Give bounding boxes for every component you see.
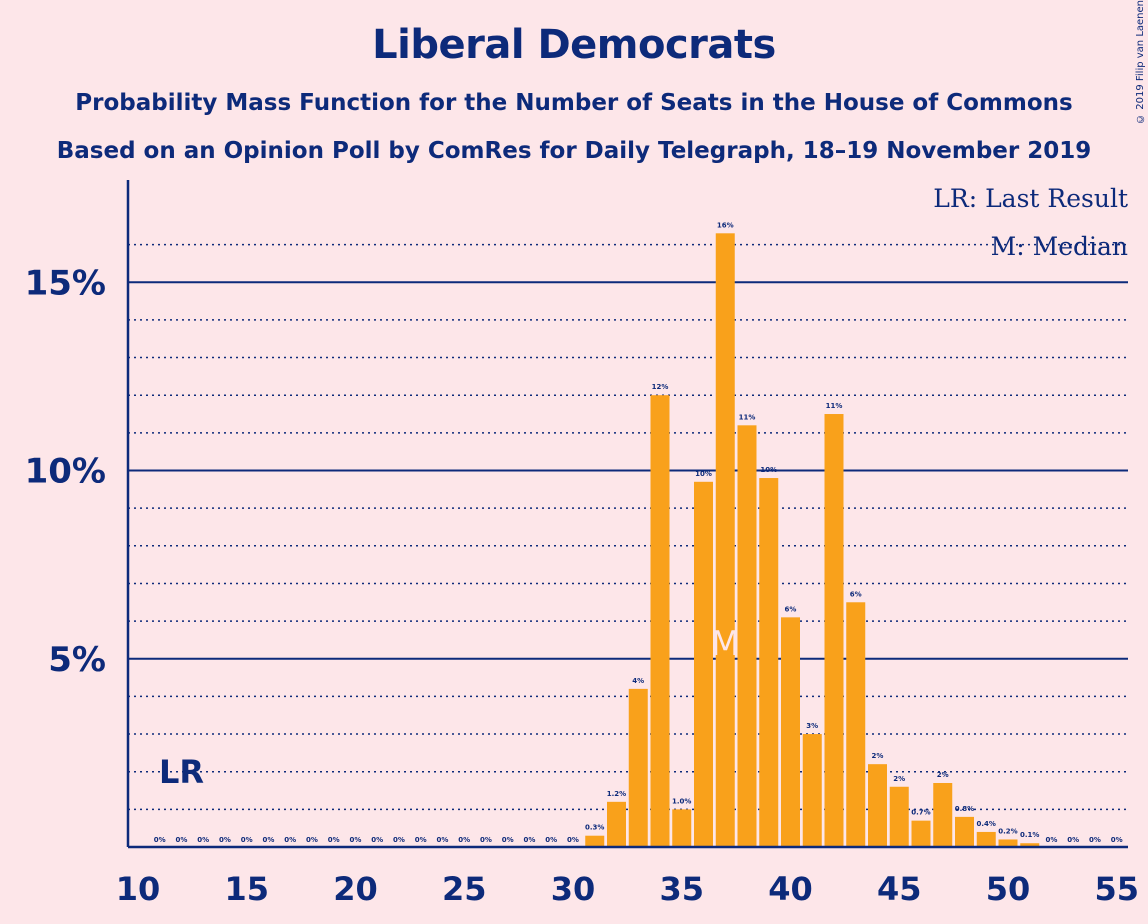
- x-tick-label: 10: [116, 870, 161, 908]
- bar-value-label: 2%: [893, 775, 905, 783]
- bar-value-label: 0%: [1089, 836, 1101, 844]
- bar-seat-35: [672, 809, 692, 847]
- bar-seat-33: [628, 688, 648, 847]
- bar-value-label: 0.2%: [998, 827, 1017, 835]
- bar-seat-40: [781, 617, 800, 847]
- bar-value-label: 0.1%: [1020, 831, 1039, 839]
- bar-seat-38: [737, 425, 757, 847]
- bar-value-label: 0%: [284, 836, 296, 844]
- bar-value-label: 12%: [652, 383, 669, 391]
- x-tick-label: 25: [442, 870, 487, 908]
- bar-value-label: 0%: [437, 836, 449, 844]
- chart-title: Liberal Democrats: [372, 22, 776, 68]
- bar-value-label: 10%: [760, 466, 777, 474]
- y-tick-label: 5%: [48, 640, 106, 680]
- bar-value-label: 0%: [263, 836, 275, 844]
- bar-seat-41: [802, 734, 822, 847]
- bar-value-label: 3%: [806, 722, 818, 730]
- bar-seat-44: [868, 764, 887, 847]
- x-tick-label: 50: [986, 870, 1031, 908]
- bar-value-label: 0.7%: [911, 809, 930, 817]
- bar-value-label: 0%: [1046, 836, 1058, 844]
- bar-value-label: 2%: [872, 752, 884, 760]
- bar-value-label: 0.8%: [955, 805, 974, 813]
- bar-seat-46: [911, 820, 931, 847]
- bar-value-label: 0%: [415, 836, 427, 844]
- bar-seat-37: [715, 233, 735, 847]
- bar-seat-31: [585, 835, 605, 847]
- bar-value-label: 0%: [328, 836, 340, 844]
- bar-value-label: 2%: [937, 771, 949, 779]
- bar-seat-48: [955, 816, 974, 847]
- median-marker: M: [711, 624, 740, 664]
- bar-value-label: 6%: [850, 590, 862, 598]
- bar-value-label: 0%: [371, 836, 383, 844]
- bar-seat-47: [933, 782, 953, 847]
- bar-value-label: 0%: [1067, 836, 1079, 844]
- bar-value-label: 10%: [695, 470, 712, 478]
- bar-value-label: 0%: [1111, 836, 1123, 844]
- bar-value-label: 0%: [567, 836, 579, 844]
- chart-subtitle-poll: Based on an Opinion Poll by ComRes for D…: [56, 138, 1092, 164]
- bar-value-label: 0%: [502, 836, 514, 844]
- bar-value-label: 0%: [458, 836, 470, 844]
- bar-value-label: 6%: [785, 605, 797, 613]
- bar-seat-50: [998, 839, 1018, 847]
- bar-value-label: 0%: [545, 836, 557, 844]
- bar-seat-42: [824, 414, 844, 847]
- bar-seat-32: [607, 801, 626, 847]
- bar-value-label: 4%: [632, 677, 644, 685]
- bar-value-label: 0%: [393, 836, 405, 844]
- bar-value-label: 11%: [739, 413, 756, 421]
- axes: 5% 10% 15% 10 15 20 25 30 35 40 45 50 55: [25, 180, 1139, 908]
- bar-seat-36: [694, 481, 713, 847]
- bar-value-label: 0%: [350, 836, 362, 844]
- bar-seat-51: [1020, 843, 1040, 847]
- bar-value-label: 11%: [826, 402, 843, 410]
- x-tick-label: 35: [659, 870, 704, 908]
- data-labels: 0% 0% 0% 0% 0% 0% 0% 0% 0% 0% 0% 0% 0% 0% 0% 0% 0% 0% 0% 0%…: [154, 221, 1123, 844]
- bar-value-label: 0.4%: [977, 820, 996, 828]
- legend-last-result: LR: Last Result: [933, 184, 1128, 213]
- bar-seat-49: [976, 831, 996, 847]
- bar-value-label: 0%: [306, 836, 318, 844]
- chart-subtitle-method: Probability Mass Function for the Number…: [75, 90, 1073, 116]
- last-result-marker: LR: [159, 753, 204, 791]
- bar-value-label: 0%: [154, 836, 166, 844]
- y-tick-label: 10%: [25, 452, 106, 492]
- bar-value-label: 0.3%: [585, 824, 604, 832]
- x-tick-label: 45: [877, 870, 922, 908]
- bar-seat-39: [759, 478, 779, 847]
- bar-value-label: 0%: [241, 836, 253, 844]
- bar-seat-45: [889, 786, 909, 847]
- bar-value-label: 0%: [524, 836, 536, 844]
- bar-seat-43: [846, 602, 866, 847]
- bar-value-label: 16%: [717, 221, 734, 229]
- bar-value-label: 1.2%: [607, 790, 626, 798]
- x-tick-label: 55: [1094, 870, 1139, 908]
- bar-value-label: 1.0%: [672, 797, 691, 805]
- x-tick-label: 30: [551, 870, 596, 908]
- bar-value-label: 0%: [176, 836, 188, 844]
- x-tick-label: 40: [768, 870, 813, 908]
- bar-seat-34: [650, 395, 670, 847]
- legend-median: M: Median: [990, 232, 1128, 261]
- bars: [585, 233, 1040, 847]
- x-tick-label: 20: [333, 870, 378, 908]
- bar-value-label: 0%: [197, 836, 209, 844]
- bar-value-label: 0%: [219, 836, 231, 844]
- bar-value-label: 0%: [480, 836, 492, 844]
- y-tick-label: 15%: [25, 263, 106, 303]
- gridlines: [128, 243, 1128, 811]
- x-tick-label: 15: [224, 870, 269, 908]
